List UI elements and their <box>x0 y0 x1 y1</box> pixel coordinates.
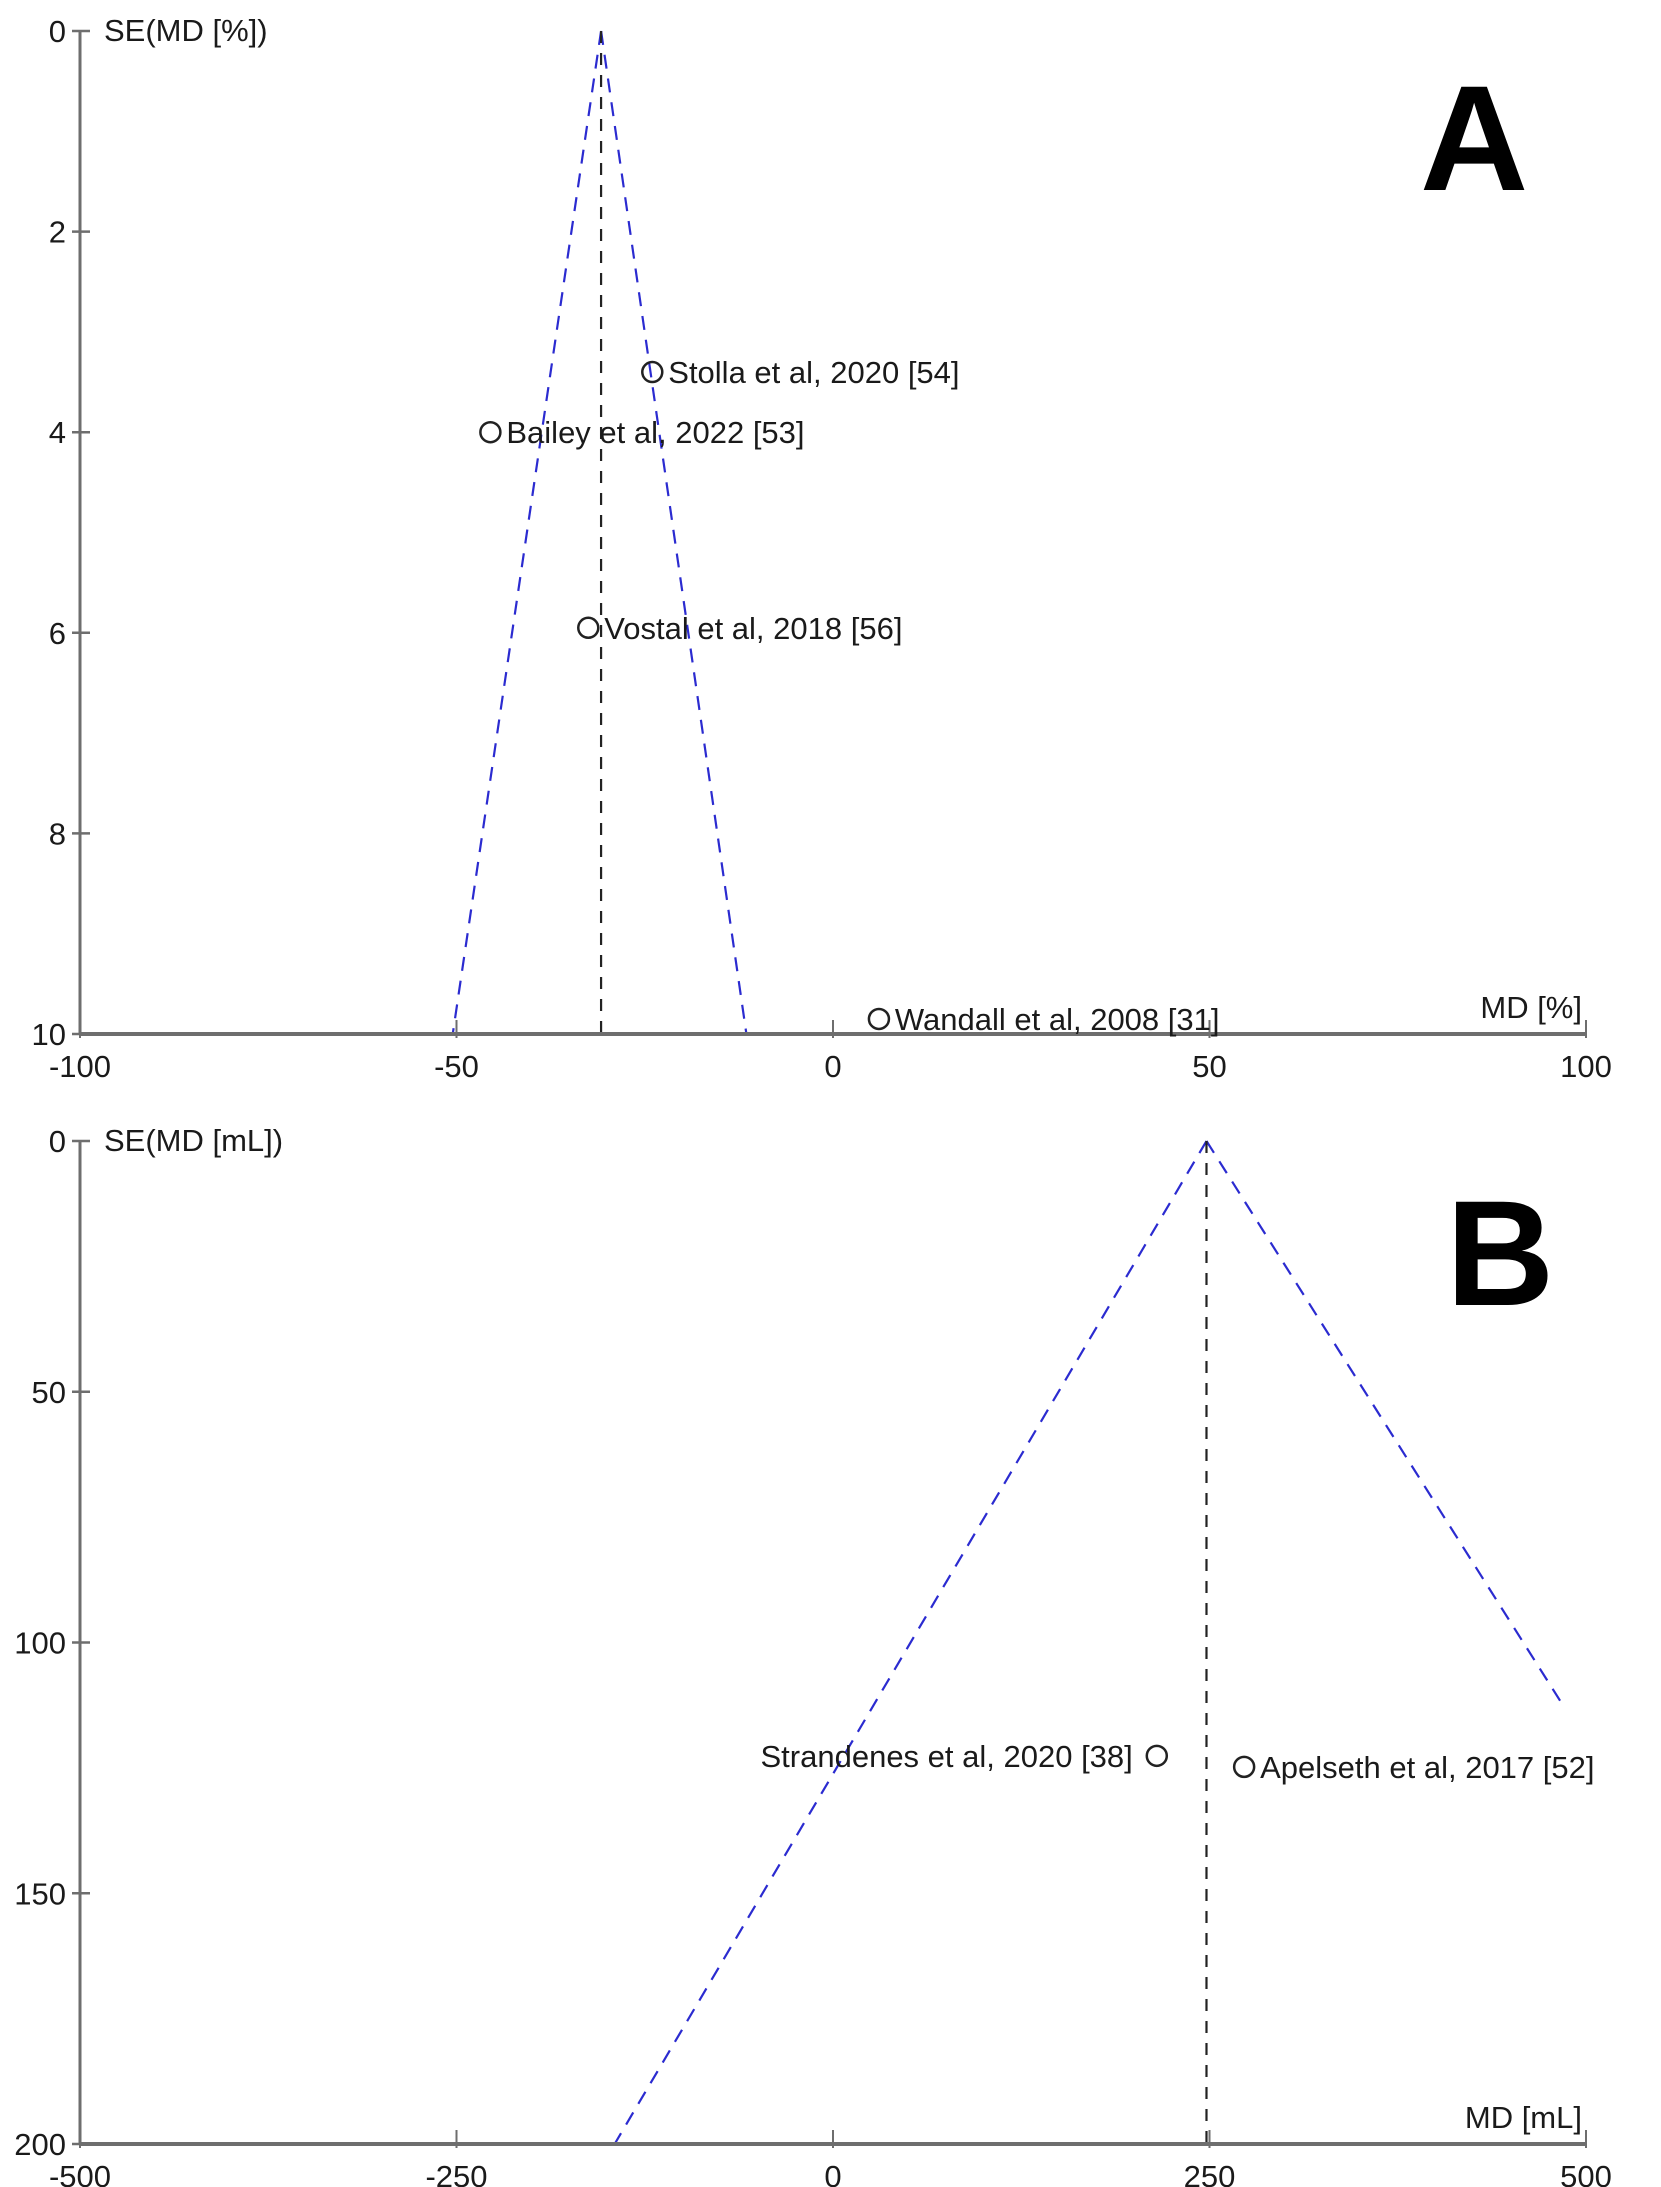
panel-b-y-tick-label: 150 <box>14 1876 66 1911</box>
panel-a-x-tick-label: -50 <box>434 1049 479 1084</box>
panel-a-study-label: Stolla et al, 2020 [54] <box>668 355 959 390</box>
panel-a-y-tick-label: 8 <box>49 816 66 851</box>
panel-a-x-tick-label: 50 <box>1192 1049 1226 1084</box>
panel-b-study-marker <box>1145 1744 1169 1768</box>
panel-a-y-tick-label: 10 <box>32 1017 66 1052</box>
panel-b-x-tick-label: 0 <box>824 2159 841 2187</box>
panel-a-x-tick-label: 0 <box>824 1049 841 1084</box>
panel-b-x-tick-label: -250 <box>425 2159 487 2187</box>
panel-b-x-tick-label: -500 <box>49 2159 111 2187</box>
panel-b-x-axis-title: MD [mL] <box>1465 2100 1582 2135</box>
panel-b-x-tick-label: 500 <box>1560 2159 1612 2187</box>
panel-a-study-marker <box>577 616 600 640</box>
panel-a-x-tick-label: 100 <box>1560 1049 1612 1084</box>
panel-a-study-marker <box>479 420 502 444</box>
panel-a-letter: A <box>1420 54 1528 222</box>
panel-a-study-label: Bailey et al, 2022 [53] <box>506 415 804 450</box>
panel-a-funnel-left-line <box>451 30 603 1035</box>
panel-b-funnel-right-line <box>1205 1140 1562 1702</box>
panel-b-funnel-left-line <box>613 1140 1208 2145</box>
panel-a-study-marker <box>641 360 664 384</box>
panel-a-study-marker <box>867 1007 891 1031</box>
panel-b-study-marker <box>1232 1755 1256 1779</box>
panel-a-y-tick-label: 4 <box>49 415 66 450</box>
panel-a-x-tick-label: -100 <box>49 1049 111 1084</box>
panel-b-y-tick-label: 200 <box>14 2127 66 2162</box>
panel-a-y-tick-label: 0 <box>49 14 66 49</box>
panel-b-letter: B <box>1446 1169 1554 1337</box>
panel-b-y-tick-label: 100 <box>14 1626 66 1661</box>
panel-a-x-axis-title: MD [%] <box>1480 990 1582 1025</box>
panel-b-study-label: Apelseth et al, 2017 [52] <box>1260 1750 1594 1785</box>
panel-a-funnel-plot: A 0 2 4 6 8 10-100 -50 0 50 100 SE(MD [%]) MD [%] St… <box>32 13 1612 1084</box>
panel-a-y-axis-title: SE(MD [%]) <box>104 13 268 48</box>
panel-a-study-label: Wandall et al, 2008 [31] <box>895 1002 1220 1037</box>
panel-b-y-tick-label: 0 <box>49 1124 66 1159</box>
panel-b-funnel-plot: B 0 50 100 150 200-500 -250 0 250 500 SE(MD [mL])… <box>14 1123 1612 2187</box>
panel-a-funnel-right-line <box>599 30 748 1035</box>
panel-a-y-tick-label: 6 <box>49 616 66 651</box>
panel-b-study-label: Strandenes et al, 2020 [38] <box>761 1739 1133 1774</box>
panel-b-x-tick-label: 250 <box>1184 2159 1236 2187</box>
panel-a-y-tick-label: 2 <box>49 215 66 250</box>
panel-a-study-label: Vostal et al, 2018 [56] <box>604 611 902 646</box>
panel-b-y-tick-label: 50 <box>32 1375 66 1410</box>
panel-b-y-axis-title: SE(MD [mL]) <box>104 1123 283 1158</box>
